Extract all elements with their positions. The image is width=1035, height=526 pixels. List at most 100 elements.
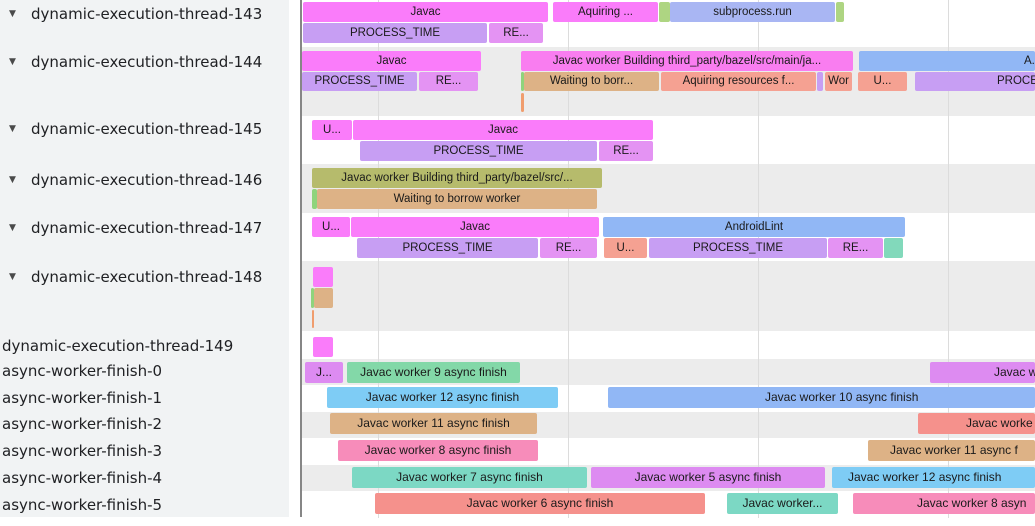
trace-slice[interactable]: Javac worker 5 async finish (591, 467, 825, 488)
slice-label: RE... (435, 75, 462, 87)
trace-slice[interactable] (311, 288, 314, 308)
trace-slice[interactable]: RE... (419, 72, 478, 91)
thread-name: dynamic-execution-thread-146 (31, 171, 263, 189)
trace-slice[interactable]: PROCESS_TIME (649, 238, 827, 258)
trace-slice[interactable] (659, 2, 670, 22)
slice-label: Javac worker 11 async finish (357, 416, 510, 430)
trace-slice[interactable]: Javac worker Building third_party/bazel/… (521, 51, 853, 71)
trace-slice[interactable]: RE... (828, 238, 883, 258)
slice-label: Javac worker 12 async finish (365, 390, 520, 404)
trace-slice[interactable]: U... (858, 72, 907, 91)
slice-label: PROCESS_TIME (692, 242, 784, 254)
trace-slice[interactable]: Javac worker 12 async finish (327, 387, 558, 408)
collapse-triangle-icon[interactable]: ▼ (9, 223, 16, 233)
slice-label: Javac worker Building third_party/bazel/… (341, 172, 573, 184)
trace-slice[interactable]: Javac worker 10 async finish (608, 387, 1035, 408)
collapse-triangle-icon[interactable]: ▼ (9, 57, 16, 67)
trace-slice[interactable]: PROCESS_TIME (357, 238, 538, 258)
trace-slice[interactable]: Javac (353, 120, 653, 140)
slice-label: PROCESS_TIME (349, 27, 441, 39)
sidebar-row-async-worker-finish-3[interactable]: async-worker-finish-3 (0, 442, 162, 460)
thread-sidebar: ▼ dynamic-execution-thread-143 ▼ dynamic-ex… (0, 0, 300, 517)
trace-slice[interactable]: PROCESS_TIME (303, 23, 487, 43)
collapse-triangle-icon[interactable]: ▼ (9, 272, 16, 282)
sidebar-divider (300, 0, 302, 517)
slice-label: subprocess.run (713, 6, 792, 18)
sidebar-row-dynamic-execution-thread-148[interactable]: ▼ dynamic-execution-thread-148 (0, 268, 262, 286)
trace-slice[interactable]: Javac w (930, 362, 1035, 383)
thread-name: dynamic-execution-thread-144 (31, 53, 263, 71)
trace-slice[interactable]: Javac worker Building third_party/bazel/… (312, 168, 602, 188)
trace-slice[interactable]: U... (312, 120, 352, 140)
sidebar-row-async-worker-finish-4[interactable]: async-worker-finish-4 (0, 469, 162, 487)
sidebar-row-dynamic-execution-thread-144[interactable]: ▼ dynamic-execution-thread-144 (0, 53, 262, 71)
sidebar-row-dynamic-execution-thread-145[interactable]: ▼ dynamic-execution-thread-145 (0, 120, 262, 138)
sidebar-row-async-worker-finish-5[interactable]: async-worker-finish-5 (0, 496, 162, 514)
trace-slice[interactable]: U... (312, 217, 350, 237)
trace-slice[interactable]: Javac (351, 217, 599, 237)
trace-slice[interactable]: Javac worker 8 async finish (338, 440, 538, 461)
trace-slice[interactable]: Javac worker 8 asyn (853, 493, 1035, 514)
trace-slice[interactable]: PROCESS_TIME (302, 72, 417, 91)
trace-slice[interactable]: RE... (599, 141, 653, 161)
trace-slice[interactable] (521, 72, 524, 91)
trace-slice[interactable]: PROCESS_TIME (360, 141, 597, 161)
trace-slice[interactable]: Wor (825, 72, 852, 91)
trace-slice[interactable]: Javac worker 11 async finish (330, 413, 537, 434)
gridline (378, 0, 379, 518)
trace-slice[interactable] (313, 337, 333, 357)
trace-slice[interactable]: Waiting to borrow worker (317, 189, 597, 209)
trace-slice[interactable] (836, 2, 844, 22)
gridline (758, 0, 759, 518)
sidebar-row-dynamic-execution-thread-146[interactable]: ▼ dynamic-execution-thread-146 (0, 171, 262, 189)
trace-slice[interactable]: Javac worke (918, 413, 1035, 434)
trace-slice[interactable] (817, 72, 823, 91)
trace-slice[interactable]: Javac worker 11 async f (868, 440, 1035, 461)
sidebar-row-dynamic-execution-thread-143[interactable]: ▼ dynamic-execution-thread-143 (0, 5, 262, 23)
trace-slice[interactable]: Javac worker 6 async finish (375, 493, 705, 514)
trace-slice[interactable]: Aquiring resources f... (661, 72, 816, 91)
trace-slice[interactable]: U... (604, 238, 647, 258)
trace-slice[interactable]: PROCE (915, 72, 1035, 91)
sidebar-row-async-worker-finish-2[interactable]: async-worker-finish-2 (0, 415, 162, 433)
thread-name: dynamic-execution-thread-143 (31, 5, 263, 23)
sidebar-row-async-worker-finish-0[interactable]: async-worker-finish-0 (0, 362, 162, 380)
trace-slice[interactable] (312, 310, 314, 328)
slice-label: Waiting to borrow worker (393, 193, 521, 205)
trace-slice[interactable]: Aquiring ... (553, 2, 658, 22)
thread-name: dynamic-execution-thread-145 (31, 120, 263, 138)
trace-slice[interactable] (884, 238, 903, 258)
slice-label: Javac w (994, 365, 1035, 379)
slice-label: AndroidLint (724, 221, 784, 233)
trace-slice[interactable]: J... (305, 362, 343, 383)
timeline-canvas[interactable]: Javac Aquiring ... subprocess.run PROCESS_T… (302, 0, 1035, 526)
sidebar-row-async-worker-finish-1[interactable]: async-worker-finish-1 (0, 389, 162, 407)
trace-slice[interactable]: Javac worker 12 async finish (832, 467, 1035, 488)
slice-label: Javac worker Building third_party/bazel/… (552, 55, 822, 67)
trace-slice[interactable]: Javac (302, 51, 481, 71)
trace-slice[interactable]: RE... (540, 238, 597, 258)
slice-label: U... (873, 75, 892, 87)
slice-label: U... (323, 124, 341, 136)
trace-slice[interactable]: Waiting to borr... (524, 72, 659, 91)
trace-slice[interactable]: Javac (303, 2, 548, 22)
trace-slice[interactable] (313, 267, 333, 287)
trace-slice[interactable] (521, 93, 524, 112)
collapse-triangle-icon[interactable]: ▼ (9, 9, 16, 19)
thread-name: async-worker-finish-5 (2, 496, 163, 514)
trace-slice[interactable] (314, 288, 333, 308)
thread-name: async-worker-finish-1 (2, 389, 163, 407)
trace-slice[interactable] (312, 189, 317, 209)
trace-slice[interactable]: Javac worker... (727, 493, 838, 514)
trace-slice[interactable]: subprocess.run (670, 2, 835, 22)
trace-slice[interactable]: RE... (489, 23, 543, 43)
trace-slice[interactable]: Javac worker 7 async finish (352, 467, 587, 488)
sidebar-row-dynamic-execution-thread-147[interactable]: ▼ dynamic-execution-thread-147 (0, 219, 262, 237)
collapse-triangle-icon[interactable]: ▼ (9, 124, 16, 134)
collapse-triangle-icon[interactable]: ▼ (9, 175, 16, 185)
trace-slice[interactable]: A... (859, 51, 1035, 71)
trace-slice[interactable]: Javac worker 9 async finish (347, 362, 520, 383)
sidebar-row-dynamic-execution-thread-149[interactable]: dynamic-execution-thread-149 (0, 337, 233, 355)
trace-slice[interactable]: AndroidLint (603, 217, 905, 237)
